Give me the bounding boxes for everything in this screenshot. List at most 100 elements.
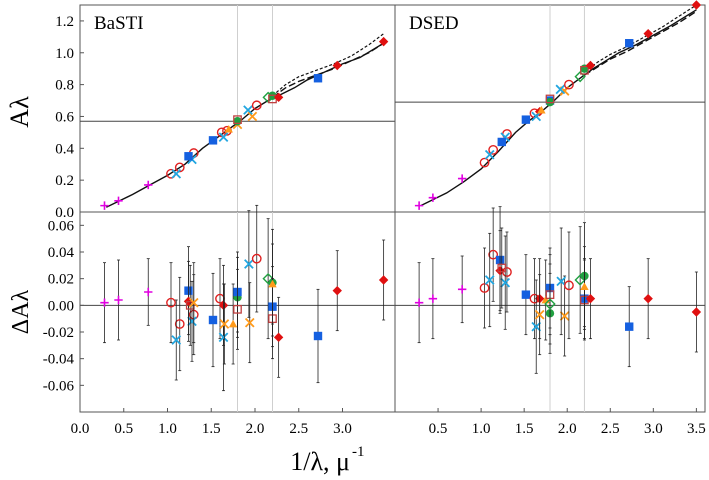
data-point-diamond	[332, 60, 342, 71]
data-point-diamond	[273, 332, 284, 343]
y-tick-label-bottom: -0.02	[43, 325, 74, 341]
y-tick-label-bottom: 0.02	[48, 272, 74, 288]
x-tick-label: 0.5	[429, 421, 448, 437]
panel-title: DSED	[409, 13, 459, 34]
data-point-x	[219, 319, 230, 329]
x-tick-label: 2.5	[601, 421, 620, 437]
y-tick-label-top: 0.2	[55, 173, 74, 189]
data-point-plus	[457, 174, 467, 183]
x-tick-label: 2.0	[246, 421, 265, 437]
panel-bottom-0: 0.0 0.5 1.0 1.5 2.0 2.5 3.0	[71, 204, 396, 437]
data-point-circle-open	[488, 144, 499, 155]
panel-title: BaSTI	[94, 13, 144, 34]
data-point-triangle	[228, 319, 238, 328]
data-point-diamond	[691, 0, 702, 10]
data-point-square	[625, 322, 634, 331]
data-point-x	[244, 259, 254, 269]
y-axis-label-top: Aλ	[5, 96, 34, 128]
data-point-square	[184, 152, 193, 161]
data-point-x	[171, 335, 182, 345]
data-point-x	[218, 332, 229, 343]
data-point-x	[484, 275, 495, 285]
data-point-circle-open	[174, 319, 185, 329]
data-point-x	[243, 105, 253, 115]
y-tick-label-top: 1.0	[55, 46, 74, 62]
data-point-diamond	[378, 275, 389, 285]
data-point-square	[208, 315, 218, 325]
y-tick-label-bottom: 0.06	[48, 218, 75, 234]
data-point-x	[484, 149, 495, 160]
y-tick-label-top: 0.8	[55, 78, 74, 94]
data-point-square	[521, 115, 531, 124]
data-point-x	[500, 277, 511, 288]
x-tick-label: 2.0	[558, 421, 577, 437]
data-point-circle-open	[479, 157, 490, 168]
data-point-plus	[428, 193, 438, 202]
plot-root: BaSTI 0.0 0.5 1.0 1.5 2.0 2.5 3.0 DSED 0.5 1.0 1.5 2…	[43, 0, 706, 437]
y-tick-label-bottom: -0.04	[43, 352, 75, 368]
y-tick-label-top: 0.0	[55, 205, 74, 221]
y-tick-label-bottom: 0.04	[48, 245, 75, 261]
data-point-diamond	[643, 28, 653, 39]
data-point-plus	[100, 298, 109, 307]
panel-top-1: DSED	[394, 0, 706, 213]
data-point-x	[555, 84, 566, 95]
data-point-diamond	[332, 285, 342, 296]
data-point-diamond	[585, 293, 596, 304]
data-point-plus	[114, 295, 123, 305]
panel-bottom-1: 0.5 1.0 1.5 2.0 2.5 3.0 3.5	[394, 206, 706, 437]
data-point-plus	[414, 298, 424, 307]
data-point-square	[313, 74, 323, 83]
data-point-diamond	[585, 60, 596, 71]
data-point-diamond-open	[262, 272, 274, 285]
data-point-square	[497, 137, 506, 147]
x-tick-label: 1.0	[158, 421, 177, 437]
x-tick-label: 3.5	[687, 421, 706, 437]
y-axis-label-bottom: ΔAλ	[8, 289, 34, 334]
data-point-plus	[144, 180, 153, 190]
model-curve-dashed	[584, 10, 697, 76]
x-tick-label: 3.0	[644, 421, 663, 437]
model-curve-dotted	[584, 4, 697, 73]
data-point-square	[521, 290, 531, 299]
data-point-x	[556, 276, 567, 287]
data-point-triangle	[268, 279, 277, 288]
data-point-plus	[114, 196, 123, 206]
data-point-x	[531, 111, 542, 122]
data-point-circle	[233, 117, 242, 126]
data-point-circle-open	[564, 280, 574, 291]
x-tick-label: 1.0	[472, 421, 491, 437]
data-point-x	[559, 311, 570, 321]
y-tick-label-bottom: 0.00	[48, 298, 74, 314]
data-point-circle-open	[479, 283, 490, 293]
model-curve-dotted	[272, 33, 384, 97]
data-point-x	[531, 321, 542, 332]
data-point-diamond	[273, 92, 284, 103]
data-point-diamond	[643, 293, 653, 304]
data-point-plus	[457, 285, 467, 294]
x-tick-label: 1.5	[202, 421, 221, 437]
data-point-x	[534, 309, 545, 320]
x-tick-label: 0.5	[114, 421, 133, 437]
x-tick-label: 1.5	[515, 421, 534, 437]
y-tick-label-top: 0.4	[55, 141, 74, 157]
data-point-diamond	[378, 36, 389, 47]
data-point-circle-open	[174, 162, 185, 173]
data-point-square-open	[497, 263, 507, 273]
data-point-circle-open	[166, 297, 176, 308]
data-point-circle-open	[488, 249, 499, 260]
x-axis-label-superscript: -1	[352, 444, 365, 460]
y-tick-label-top: 0.6	[55, 109, 74, 125]
panel-top-0: BaSTI	[79, 4, 396, 213]
y-tick-label-top: 1.2	[55, 14, 74, 30]
data-point-plus	[144, 287, 153, 297]
y-tick-label-bottom: -0.06	[43, 378, 75, 394]
data-point-triangle	[580, 282, 589, 291]
data-point-plus	[414, 201, 424, 210]
x-axis-label: 1/λ, μ	[290, 447, 350, 476]
x-tick-label: 2.5	[289, 421, 308, 437]
x-tick-label: 3.0	[333, 421, 352, 437]
data-point-triangle	[224, 125, 233, 133]
data-point-circle-open	[251, 100, 262, 111]
